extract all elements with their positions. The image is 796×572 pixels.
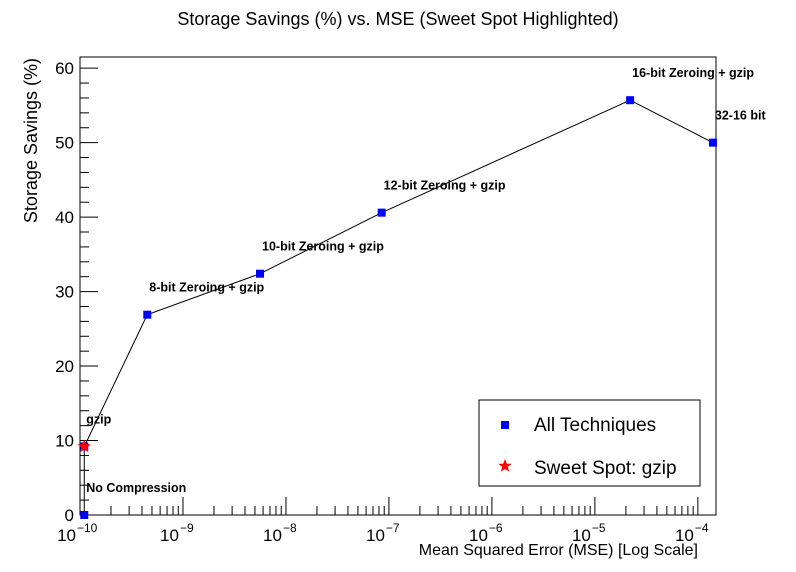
data-point-0: [80, 511, 89, 519]
legend-label-all-techniques: All Techniques: [534, 415, 656, 436]
x-axis-label: Mean Squared Error (MSE) [Log Scale]: [419, 542, 698, 559]
x-axis: 10 −10 10 −9 10 −8 10 −7 10 −6 10 −5 10 −4: [57, 497, 709, 545]
x-tick-label: 10 −8: [263, 521, 297, 545]
data-markers: [77, 96, 717, 519]
x-tick-label-exponent: −8: [283, 521, 297, 535]
x-tick-label-exponent: −6: [489, 521, 503, 535]
x-tick-label-base: 10: [572, 526, 591, 545]
y-axis: 0 10 20 30 40 50 60: [55, 59, 98, 525]
point-labels: No Compression gzip 8-bit Zeroing + gzip 10…: [86, 66, 766, 495]
legend-box: [478, 399, 701, 487]
data-point-3: [256, 269, 265, 278]
y-tick-label: 30: [55, 283, 74, 302]
point-label-2: 8-bit Zeroing + gzip: [149, 281, 264, 295]
x-tick-label-exponent: −7: [386, 521, 400, 535]
point-label-0: No Compression: [86, 481, 186, 495]
x-tick-label: 10 −6: [469, 521, 503, 545]
point-label-5: 16-bit Zeroing + gzip: [632, 66, 754, 80]
point-label-1: gzip: [86, 412, 111, 426]
x-tick-label: 10 −5: [572, 521, 606, 545]
legend-label-sweet-spot: Sweet Spot: gzip: [534, 458, 677, 479]
point-label-3: 10-bit Zeroing + gzip: [262, 240, 384, 254]
x-tick-label-exponent: −10: [77, 521, 98, 535]
x-tick-label: 10 −7: [366, 521, 400, 545]
y-tick-label: 40: [55, 208, 74, 227]
y-tick-label: 0: [65, 506, 74, 525]
point-label-6: 32-16 bit: [715, 109, 767, 123]
x-tick-label: 10 −9: [160, 521, 194, 545]
plot-frame: [79, 56, 717, 516]
x-tick-label: 10 −10: [57, 521, 98, 545]
x-tick-label-base: 10: [263, 526, 282, 545]
legend-marker-sweet-spot: [498, 459, 512, 472]
y-tick-label: 20: [55, 357, 74, 376]
data-point-6: [708, 138, 717, 147]
y-axis-label: Storage Savings (%): [21, 58, 41, 223]
y-tick-label: 10: [55, 432, 74, 451]
data-point-2: [143, 310, 152, 319]
point-label-4: 12-bit Zeroing + gzip: [384, 179, 506, 193]
sweet-spot-marker: [77, 439, 91, 453]
y-tick-label: 50: [55, 134, 74, 153]
chart-title: Storage Savings (%) vs. MSE (Sweet Spot …: [177, 9, 618, 29]
legend-marker-all-techniques: [501, 421, 509, 429]
x-tick-label-base: 10: [160, 526, 179, 545]
y-tick-label: 60: [55, 59, 74, 78]
x-tick-label-exponent: −4: [695, 521, 709, 535]
data-point-4: [377, 208, 386, 217]
x-tick-label: 10 −4: [675, 521, 709, 545]
data-point-5: [626, 96, 635, 105]
x-tick-label-base: 10: [469, 526, 488, 545]
legend: All Techniques Sweet Spot: gzip: [478, 399, 701, 487]
x-tick-label-base: 10: [366, 526, 385, 545]
x-tick-label-base: 10: [57, 526, 76, 545]
x-tick-label-exponent: −5: [592, 521, 606, 535]
x-tick-label-base: 10: [675, 526, 694, 545]
x-tick-label-exponent: −9: [180, 521, 194, 535]
